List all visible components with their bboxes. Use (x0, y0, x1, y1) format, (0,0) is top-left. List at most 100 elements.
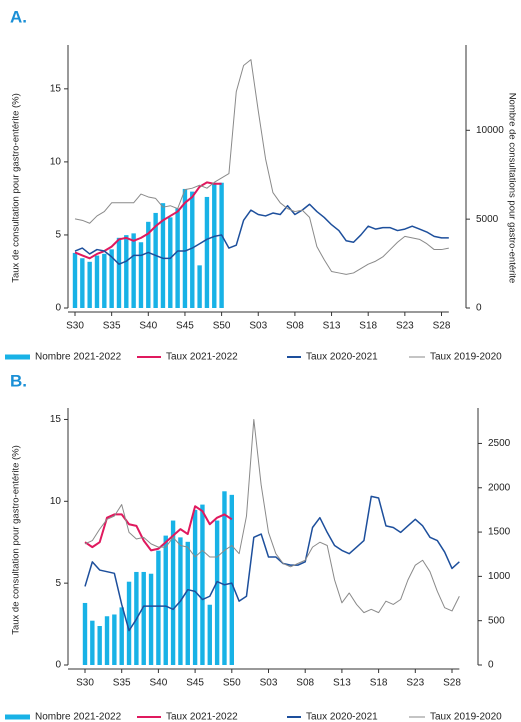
y2-tick-label: 1000 (488, 571, 511, 582)
legend-label: Taux 2021-2022 (166, 352, 238, 363)
x-tick-label: S08 (286, 321, 304, 332)
bar (214, 520, 220, 665)
bar (72, 252, 78, 308)
y2-tick-label: 0 (488, 660, 494, 671)
y-axis-title: Taux de consultation pour gastro-entérit… (11, 445, 22, 635)
bar (163, 535, 168, 665)
bar (146, 221, 151, 308)
bar (200, 504, 205, 665)
x-tick-label: S23 (396, 321, 414, 332)
bar (126, 581, 132, 665)
y2-tick-label: 5000 (476, 214, 499, 225)
x-tick-label: S28 (433, 321, 451, 332)
x-tick-label: S30 (76, 678, 94, 689)
bar (204, 196, 210, 308)
y2-tick-label: 500 (488, 615, 505, 626)
x-tick-label: S40 (139, 321, 157, 332)
x-tick-label: S50 (213, 321, 231, 332)
x-tick-label: S45 (176, 321, 194, 332)
line-series (74, 59, 449, 275)
bar (124, 235, 129, 308)
x-tick-label: S40 (150, 678, 168, 689)
y2-tick-label: 10000 (476, 125, 504, 136)
x-tick-label: S18 (370, 678, 388, 689)
y2-tick-label: 0 (476, 303, 482, 314)
bar (109, 249, 114, 308)
legend-label: Taux 2019-2020 (430, 712, 502, 722)
legend-label: Nombre 2021-2022 (35, 712, 122, 722)
bar (185, 541, 190, 665)
y2-tick-label: 1500 (488, 527, 511, 538)
y-tick-label: 10 (50, 496, 62, 507)
line-series (84, 418, 460, 614)
bar (82, 602, 88, 665)
bar (160, 203, 166, 308)
line-series (74, 181, 222, 260)
panel-label: A. (10, 7, 27, 26)
bar (170, 520, 176, 665)
bar (197, 265, 202, 308)
x-tick-label: S03 (249, 321, 267, 332)
legend-label: Nombre 2021-2022 (35, 352, 122, 363)
y-tick-label: 15 (50, 83, 62, 94)
bar (116, 237, 122, 308)
x-tick-label: S03 (260, 678, 278, 689)
chart-panel: B. 0 5 10 15 0 500 1000 1500 2000 2500 S30 S35 S40 S45… (5, 371, 511, 722)
bar (94, 255, 100, 308)
bar (222, 491, 227, 665)
x-tick-label: S35 (113, 678, 131, 689)
y-axis-title: Taux de consultation pour gastro-entérit… (11, 93, 22, 283)
legend-label: Taux 2019-2020 (430, 352, 502, 363)
x-tick-label: S35 (103, 321, 121, 332)
bar (90, 620, 95, 665)
y-tick-label: 0 (55, 303, 61, 314)
x-tick-label: S50 (223, 678, 241, 689)
bar (229, 494, 234, 665)
x-tick-label: S08 (296, 678, 314, 689)
legend-swatch (5, 354, 30, 360)
line-series (74, 203, 449, 265)
legend-label: Taux 2020-2021 (306, 352, 378, 363)
legend-swatch (5, 714, 30, 720)
x-tick-label: S13 (323, 321, 341, 332)
x-tick-label: S18 (359, 321, 377, 332)
bar (138, 242, 144, 308)
bar (212, 182, 217, 308)
bar (148, 573, 154, 665)
y-tick-label: 5 (55, 578, 61, 589)
bar (131, 233, 136, 308)
line-series (84, 495, 460, 632)
bar (97, 626, 102, 665)
bar (182, 188, 188, 308)
y2-tick-label: 2000 (488, 482, 511, 493)
y-tick-label: 10 (50, 157, 62, 168)
bar (190, 191, 195, 308)
bar (192, 509, 198, 665)
line-series (84, 505, 233, 552)
y2-tick-label: 2500 (488, 438, 511, 449)
bar (119, 607, 124, 665)
bar (168, 217, 173, 308)
x-tick-label: S28 (443, 678, 461, 689)
bar (153, 212, 158, 308)
x-tick-label: S45 (186, 678, 204, 689)
chart-panel: A. 0 5 10 15 0 5000 10000 S30 S35 S40 S45 S50 S03 S08 S… (5, 7, 517, 363)
x-tick-label: S30 (66, 321, 84, 332)
legend-label: Taux 2020-2021 (306, 712, 378, 722)
x-tick-label: S23 (406, 678, 424, 689)
bar (175, 208, 180, 308)
bar (102, 253, 107, 308)
bar (87, 261, 92, 308)
bar (80, 258, 85, 308)
bar (219, 182, 224, 308)
bar (104, 616, 110, 665)
legend-label: Taux 2021-2022 (166, 712, 238, 722)
y-tick-label: 5 (55, 230, 61, 241)
bar (141, 571, 146, 665)
y-tick-label: 15 (50, 414, 62, 425)
bar (207, 604, 212, 665)
y2-axis-title: Nombre de consultations pour gastro-enté… (506, 93, 517, 284)
bar (112, 614, 117, 665)
y-tick-label: 0 (55, 660, 61, 671)
